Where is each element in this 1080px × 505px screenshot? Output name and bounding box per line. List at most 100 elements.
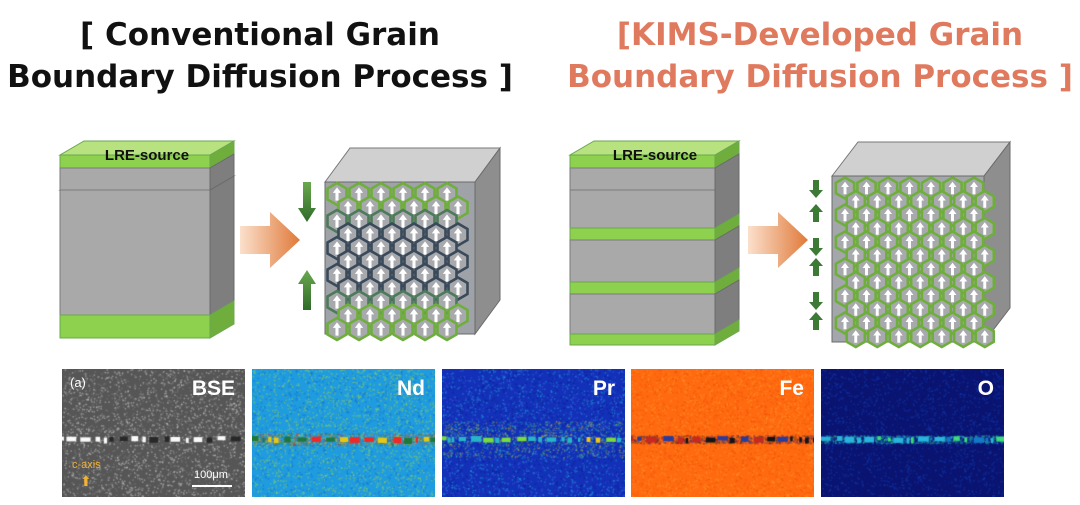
magnetization-arrow-icon bbox=[387, 281, 397, 296]
magnetization-arrow-icon bbox=[398, 322, 408, 336]
conventional-source-block: LRE-source bbox=[58, 140, 236, 339]
magnetization-arrow-icon bbox=[431, 281, 441, 296]
magnetization-arrow-icon bbox=[442, 214, 452, 228]
magnetization-arrow-icon bbox=[409, 281, 419, 296]
c-axis-arrow-icon: ⬆ bbox=[80, 474, 92, 490]
magnetization-arrow-icon bbox=[376, 268, 386, 282]
magnetization-arrow-icon bbox=[851, 222, 860, 235]
map-panel-fe: Fe bbox=[631, 369, 814, 497]
magnetization-arrow-icon bbox=[376, 187, 386, 201]
magnetization-arrow-icon bbox=[862, 316, 871, 330]
kims-grain-cube bbox=[830, 140, 1012, 349]
kims-title-line2: Boundary Diffusion Process ] bbox=[567, 59, 1073, 95]
magnetization-arrow-icon bbox=[398, 241, 408, 255]
magnetization-arrow-icon bbox=[409, 254, 419, 269]
magnetization-arrow-icon bbox=[841, 316, 849, 330]
kims-title-line1: [KIMS-Developed Grain bbox=[616, 17, 1024, 53]
map-panel-pr: Pr bbox=[442, 369, 625, 497]
magnetization-arrow-icon bbox=[387, 227, 397, 242]
magnetization-arrow-icon bbox=[927, 262, 935, 276]
magnetization-arrow-icon bbox=[884, 208, 892, 222]
magnetization-arrow-icon bbox=[841, 289, 849, 303]
magnetization-arrow-icon bbox=[851, 330, 860, 343]
magnetization-arrow-icon bbox=[354, 322, 364, 336]
magnetization-arrow-icon bbox=[851, 249, 860, 262]
magnetization-arrow-icon bbox=[980, 330, 989, 343]
magnetization-arrow-icon bbox=[916, 330, 925, 343]
magnetization-arrow-icon bbox=[442, 187, 452, 201]
magnetization-arrow-icon bbox=[959, 249, 968, 262]
magnetization-arrow-icon bbox=[431, 308, 441, 323]
magnetization-arrow-icon bbox=[862, 289, 871, 303]
magnetization-arrow-icon bbox=[409, 200, 419, 215]
magnetization-arrow-icon bbox=[354, 268, 364, 282]
magnetization-arrow-icon bbox=[937, 276, 946, 289]
magnetization-arrow-icon bbox=[420, 295, 430, 309]
diffusion-diagram: LRE-source LRE-source bbox=[58, 140, 1012, 349]
magnetization-arrow-icon bbox=[442, 268, 452, 282]
magnetization-arrow-icon bbox=[905, 262, 914, 276]
magnetization-arrow-icon bbox=[980, 195, 989, 208]
magnetization-arrow-icon bbox=[873, 276, 882, 289]
magnetization-arrow-icon bbox=[905, 235, 914, 249]
magnetization-arrow-icon bbox=[948, 208, 957, 222]
magnetization-arrow-icon bbox=[354, 295, 364, 309]
magnetization-arrow-icon bbox=[894, 195, 903, 208]
map-panel-o: O bbox=[821, 369, 1004, 497]
process-arrow-left bbox=[240, 212, 300, 268]
magnetization-arrow-icon bbox=[980, 276, 989, 289]
magnetization-arrow-icon bbox=[916, 276, 925, 289]
conventional-diffusion-arrows bbox=[298, 182, 316, 310]
magnetization-arrow-icon bbox=[862, 262, 871, 276]
kims-source-block: LRE-source bbox=[568, 140, 741, 346]
magnetization-arrow-icon bbox=[343, 308, 353, 323]
magnetization-arrow-icon bbox=[354, 241, 364, 255]
magnetization-arrow-icon bbox=[376, 322, 386, 336]
magnetization-arrow-icon bbox=[376, 241, 386, 255]
magnetization-arrow-icon bbox=[376, 295, 386, 309]
magnetization-arrow-icon bbox=[894, 330, 903, 343]
magnetization-arrow-icon bbox=[420, 268, 430, 282]
fe-map-image bbox=[631, 369, 814, 497]
magnetization-arrow-icon bbox=[365, 281, 375, 296]
magnetization-arrow-icon bbox=[927, 235, 935, 249]
panel-label-bse: BSE bbox=[191, 377, 235, 400]
magnetization-arrow-icon bbox=[927, 181, 935, 195]
magnetization-arrow-icon bbox=[453, 200, 463, 215]
panel-sublabel: (a) bbox=[70, 375, 86, 390]
magnetization-arrow-icon bbox=[948, 235, 957, 249]
magnetization-arrow-icon bbox=[980, 222, 989, 235]
magnetization-arrow-icon bbox=[862, 208, 871, 222]
magnetization-arrow-icon bbox=[365, 308, 375, 323]
magnetization-arrow-icon bbox=[453, 227, 463, 242]
magnetization-arrow-icon bbox=[948, 181, 957, 195]
panel-label-pr: Pr bbox=[592, 377, 615, 400]
magnetization-arrow-icon bbox=[387, 308, 397, 323]
magnetization-arrow-icon bbox=[894, 303, 903, 316]
magnetization-arrow-icon bbox=[927, 289, 935, 303]
magnetization-arrow-icon bbox=[894, 249, 903, 262]
magnetization-arrow-icon bbox=[365, 254, 375, 269]
conventional-title-line2: Boundary Diffusion Process ] bbox=[7, 59, 513, 95]
magnetization-arrow-icon bbox=[332, 187, 342, 201]
nd-map-image bbox=[252, 369, 435, 497]
scale-bar bbox=[192, 485, 232, 487]
panel-label-fe: Fe bbox=[779, 377, 804, 400]
magnetization-arrow-icon bbox=[927, 316, 935, 330]
map-panel-bse: (a) BSE c-axis ⬆ 100μm bbox=[62, 369, 245, 497]
magnetization-arrow-icon bbox=[894, 276, 903, 289]
bse-map-image bbox=[62, 369, 245, 497]
magnetization-arrow-icon bbox=[948, 316, 957, 330]
magnetization-arrow-icon bbox=[970, 235, 978, 249]
magnetization-arrow-icon bbox=[959, 276, 968, 289]
magnetization-arrow-icon bbox=[959, 222, 968, 235]
magnetization-arrow-icon bbox=[873, 195, 882, 208]
magnetization-arrow-icon bbox=[343, 254, 353, 269]
magnetization-arrow-icon bbox=[862, 235, 871, 249]
magnetization-arrow-icon bbox=[894, 222, 903, 235]
magnetization-arrow-icon bbox=[420, 322, 430, 336]
magnetization-arrow-icon bbox=[343, 200, 353, 215]
magnetization-arrow-icon bbox=[970, 289, 978, 303]
magnetization-arrow-icon bbox=[905, 316, 914, 330]
magnetization-arrow-icon bbox=[884, 289, 892, 303]
